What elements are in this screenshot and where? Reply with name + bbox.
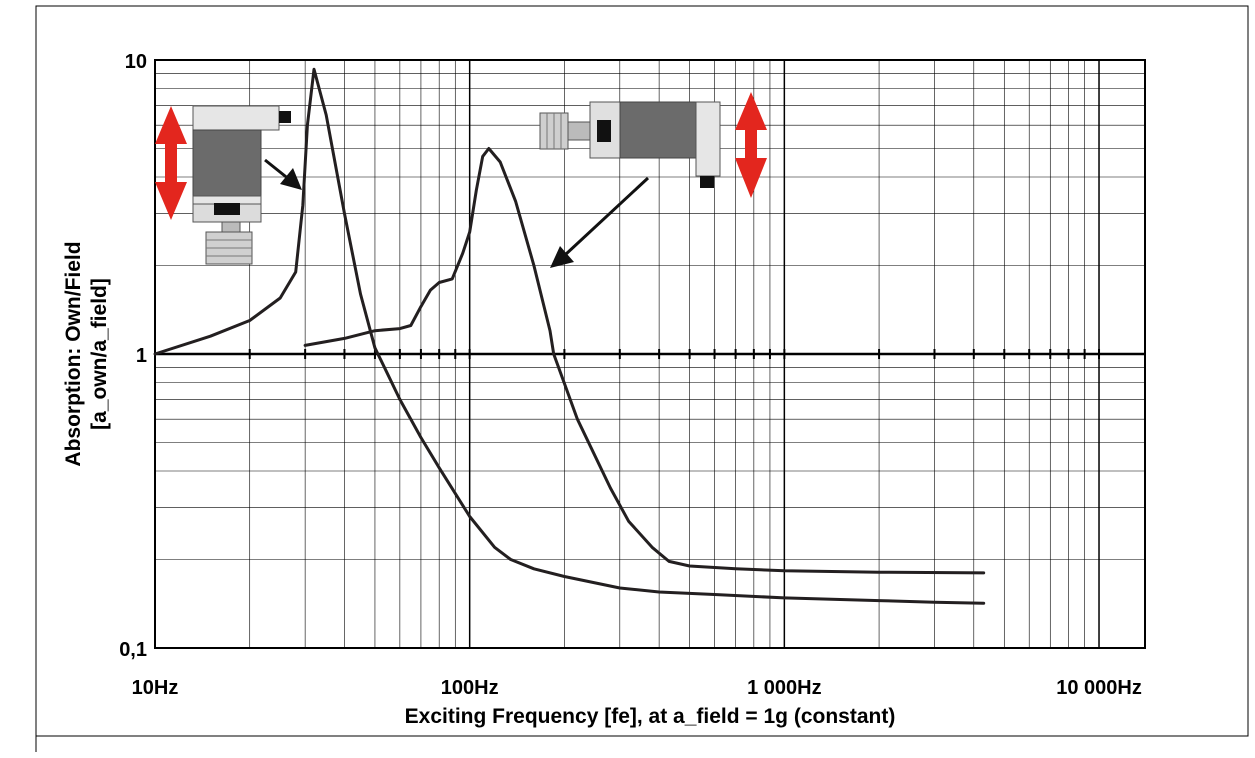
series-layer [153, 67, 986, 605]
horizontal-sensor-pointer-arrow [550, 176, 650, 268]
y-axis-label-line1: Absorption: Own/Field [62, 241, 85, 466]
x-tick-label: 10Hz [132, 677, 179, 699]
y-tick-label: 10 [125, 51, 147, 73]
y-axis-label-line2: [a_own/a_field] [88, 278, 111, 430]
x-axis-label: Exciting Frequency [fe], at a_field = 1g… [405, 705, 896, 728]
x-tick-label: 1 000Hz [747, 677, 822, 699]
horizontal-red-arrow [735, 92, 767, 198]
horizontal-sensor-icon [539, 101, 721, 188]
y-tick-label: 0,1 [119, 639, 147, 661]
vertical-red-arrow [155, 106, 187, 220]
x-tick-label: 100Hz [441, 677, 499, 699]
vertical-sensor-icon [192, 105, 291, 265]
x-tick-label: 10 000Hz [1056, 677, 1142, 699]
series-line-2 [303, 147, 986, 575]
vertical-sensor-pointer-arrow [264, 158, 302, 190]
tick-label-layer: 10Hz 100Hz 1 000Hz 10 000Hz 0,1 1 10 [119, 51, 1142, 699]
y-tick-label: 1 [136, 345, 147, 367]
series-line-1 [153, 67, 986, 605]
